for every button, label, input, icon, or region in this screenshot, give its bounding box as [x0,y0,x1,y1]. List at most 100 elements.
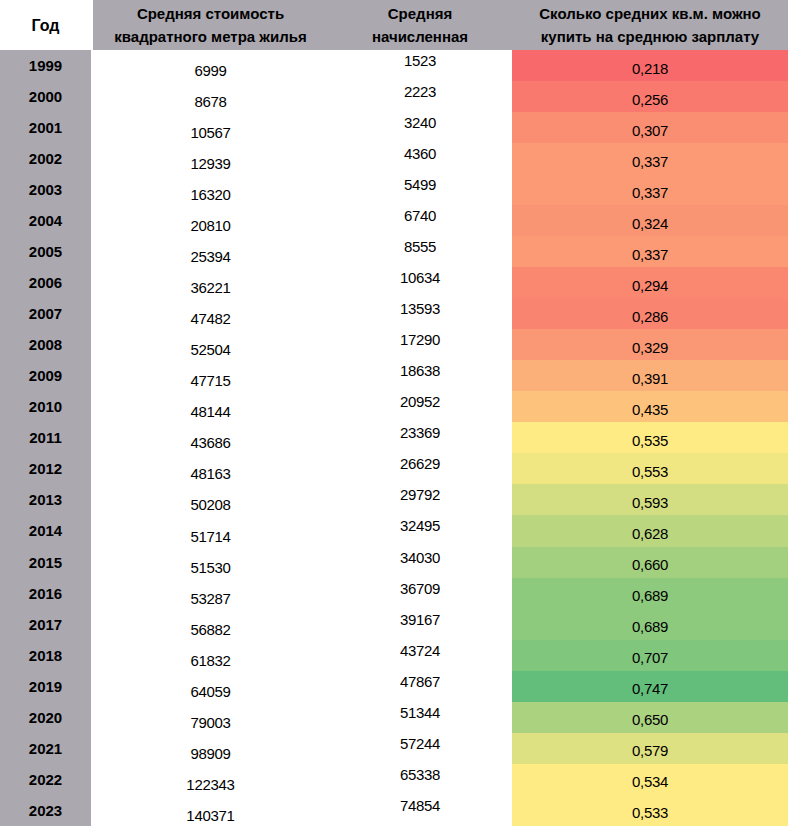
ratio-cell: 0,593 [512,484,788,515]
ratio-cell: 0,533 [512,795,788,826]
price-cell: 51530 [92,547,328,578]
table-row: 2018 61832 43724 0,707 [0,640,788,671]
year-cell: 2009 [0,360,92,391]
table-row: 2001 10567 3240 0,307 [0,112,788,143]
salary-cell: 74854 [328,795,512,826]
ratio-cell: 0,534 [512,764,788,795]
table-row: 2020 79003 51344 0,650 [0,702,788,733]
table-row: 2023 140371 74854 0,533 [0,795,788,826]
price-cell: 50208 [92,484,328,515]
salary-cell: 51344 [328,702,512,733]
year-cell: 2023 [0,795,92,826]
year-cell: 2002 [0,143,92,174]
table-row: 2021 98909 57244 0,579 [0,733,788,764]
year-cell: 2011 [0,422,92,453]
salary-cell: 4360 [328,143,512,174]
header-row: Год Средняя стоимость квадратного метра … [0,0,788,50]
price-cell: 8678 [92,81,328,112]
ratio-cell: 0,435 [512,391,788,422]
salary-cell: 18638 [328,360,512,391]
year-cell: 2005 [0,236,92,267]
table-row: 2007 47482 13593 0,286 [0,298,788,329]
table-row: 2016 53287 36709 0,689 [0,578,788,609]
salary-cell: 57244 [328,733,512,764]
table-row: 1999 6999 1523 0,218 [0,50,788,81]
col-header-salary: Средняя начисленная [328,0,512,50]
year-cell: 2013 [0,484,92,515]
ratio-cell: 0,337 [512,174,788,205]
price-cell: 140371 [92,795,328,826]
housing-affordability-table: Год Средняя стоимость квадратного метра … [0,0,788,826]
table-row: 2008 52504 17290 0,329 [0,329,788,360]
year-cell: 2022 [0,764,92,795]
year-cell: 2006 [0,267,92,298]
table-row: 2006 36221 10634 0,294 [0,267,788,298]
price-cell: 79003 [92,702,328,733]
price-cell: 48144 [92,391,328,422]
price-cell: 64059 [92,671,328,702]
salary-cell: 36709 [328,578,512,609]
ratio-cell: 0,579 [512,733,788,764]
price-cell: 20810 [92,205,328,236]
price-cell: 25394 [92,236,328,267]
price-cell: 10567 [92,112,328,143]
table-row: 2013 50208 29792 0,593 [0,484,788,515]
year-cell: 2015 [0,547,92,578]
price-cell: 98909 [92,733,328,764]
table-row: 2000 8678 2223 0,256 [0,81,788,112]
ratio-cell: 0,218 [512,50,788,81]
price-cell: 43686 [92,422,328,453]
table-row: 2014 51714 32495 0,628 [0,515,788,546]
ratio-cell: 0,391 [512,360,788,391]
ratio-cell: 0,535 [512,422,788,453]
salary-cell: 1523 [328,50,512,81]
salary-cell: 32495 [328,515,512,546]
salary-cell: 23369 [328,422,512,453]
table-row: 2019 64059 47867 0,747 [0,671,788,702]
price-cell: 56882 [92,609,328,640]
price-cell: 61832 [92,640,328,671]
ratio-cell: 0,689 [512,578,788,609]
col-header-ratio: Сколько средних кв.м. можно купить на ср… [512,0,788,50]
year-cell: 2001 [0,112,92,143]
salary-cell: 2223 [328,81,512,112]
table-row: 2022 122343 65338 0,534 [0,764,788,795]
year-cell: 2004 [0,205,92,236]
table-row: 2003 16320 5499 0,337 [0,174,788,205]
table-row: 2017 56882 39167 0,689 [0,609,788,640]
ratio-cell: 0,337 [512,236,788,267]
year-cell: 2021 [0,733,92,764]
salary-cell: 8555 [328,236,512,267]
price-cell: 6999 [92,50,328,81]
price-cell: 48163 [92,453,328,484]
year-cell: 2017 [0,609,92,640]
table-row: 2002 12939 4360 0,337 [0,143,788,174]
table-row: 2012 48163 26629 0,553 [0,453,788,484]
price-cell: 47482 [92,298,328,329]
year-cell: 1999 [0,50,92,81]
ratio-cell: 0,329 [512,329,788,360]
col-header-price: Средняя стоимость квадратного метра жиль… [92,0,328,50]
year-cell: 2012 [0,453,92,484]
year-cell: 2000 [0,81,92,112]
ratio-cell: 0,747 [512,671,788,702]
salary-cell: 13593 [328,298,512,329]
price-cell: 122343 [92,764,328,795]
ratio-cell: 0,307 [512,112,788,143]
salary-cell: 5499 [328,174,512,205]
year-cell: 2019 [0,671,92,702]
table-row: 2005 25394 8555 0,337 [0,236,788,267]
table-row: 2010 48144 20952 0,435 [0,391,788,422]
salary-cell: 65338 [328,764,512,795]
table-row: 2011 43686 23369 0,535 [0,422,788,453]
salary-cell: 3240 [328,112,512,143]
salary-cell: 34030 [328,547,512,578]
year-cell: 2003 [0,174,92,205]
ratio-cell: 0,337 [512,143,788,174]
ratio-cell: 0,650 [512,702,788,733]
col-header-year: Год [0,0,92,50]
year-cell: 2010 [0,391,92,422]
table-row: 2015 51530 34030 0,660 [0,547,788,578]
salary-cell: 10634 [328,267,512,298]
year-cell: 2014 [0,515,92,546]
